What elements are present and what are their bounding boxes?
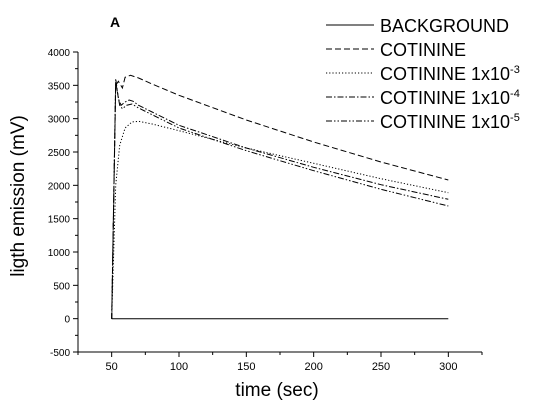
- chart-series: [111, 74, 449, 320]
- legend-text: COTININE: [380, 40, 466, 60]
- y-tick-label: -500: [50, 348, 70, 359]
- legend-label: BACKGROUND: [380, 16, 509, 36]
- panel-label: A: [110, 14, 120, 30]
- x-tick-label: 50: [106, 361, 118, 373]
- y-tick-label: 2000: [48, 181, 71, 192]
- y-axis-label: ligth emission (mV): [8, 115, 29, 277]
- series-line-2: [111, 120, 449, 319]
- y-tick-label: 4000: [48, 48, 71, 59]
- x-axis-label: time (sec): [235, 380, 318, 401]
- y-tick-label: 0: [64, 315, 70, 326]
- legend-text: COTININE 1x10: [380, 88, 510, 108]
- legend-label: COTININE: [380, 40, 466, 60]
- x-tick-label: 200: [304, 361, 322, 373]
- x-tick-label: 150: [237, 361, 255, 373]
- y-tick-label: 500: [53, 281, 70, 292]
- series-line-3: [111, 78, 449, 319]
- chart-axes: 50 100 150 200 250 300 -500 0 500 1000 1500 2000 250…: [48, 48, 483, 373]
- legend-label: COTININE 1x10-3: [380, 64, 520, 84]
- x-tick-label: 100: [170, 361, 188, 373]
- y-tick-label: 3500: [48, 81, 71, 92]
- legend-text: COTININE 1x10: [380, 64, 510, 84]
- series-line-1: [111, 74, 449, 319]
- y-tick-label: 2500: [48, 148, 71, 159]
- x-tick-label: 250: [372, 361, 390, 373]
- y-tick-label: 3000: [48, 115, 71, 126]
- y-tick-label: 1500: [48, 215, 71, 226]
- legend-label: COTININE 1x10-5: [380, 112, 520, 132]
- legend-text: BACKGROUND: [380, 16, 509, 36]
- legend-exponent: -3: [510, 64, 520, 76]
- legend-label: COTININE 1x10-4: [380, 88, 520, 108]
- legend-text: COTININE 1x10: [380, 112, 510, 132]
- x-tick-label: 300: [439, 361, 457, 373]
- series-line-4: [111, 81, 449, 319]
- legend-exponent: -5: [510, 112, 520, 124]
- y-tick-label: 1000: [48, 248, 71, 259]
- legend-exponent: -4: [510, 88, 520, 100]
